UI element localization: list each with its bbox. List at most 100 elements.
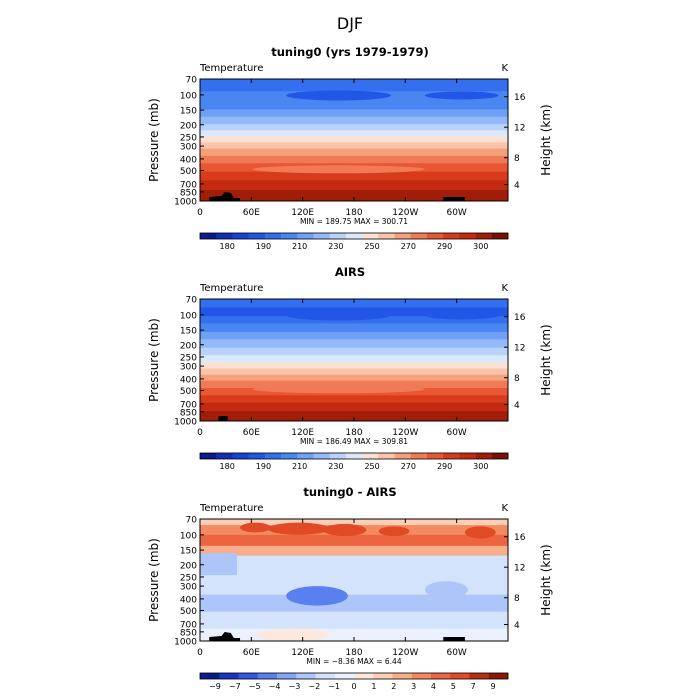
contour-band-15 xyxy=(200,411,508,421)
contour-band-6 xyxy=(200,130,508,137)
terrain-asia xyxy=(209,192,241,201)
colorbar-swatch-6 xyxy=(297,233,314,239)
contour-band-8 xyxy=(200,142,508,150)
warm-band xyxy=(252,165,425,174)
x-tick-label: 60W xyxy=(446,208,466,218)
colorbar-label: 1 xyxy=(371,682,376,691)
colorbar-swatch-4 xyxy=(264,233,282,239)
colorbar-swatch-10 xyxy=(362,453,379,459)
y-tick-label: 850 xyxy=(180,408,197,418)
y-tick-label: 700 xyxy=(180,400,197,410)
y-tick-label: 850 xyxy=(180,628,197,638)
colorbar-label: 3 xyxy=(411,682,416,691)
colorbar-swatch-9 xyxy=(345,233,363,239)
x-tick-label: 120W xyxy=(392,208,418,218)
contour-band-14 xyxy=(200,190,508,201)
panel-1: tuning0 (yrs 1979-1979) Temperature K 70 100… xyxy=(147,45,553,251)
colorbar-label: 180 xyxy=(220,242,235,251)
cold-core xyxy=(286,310,391,321)
contour-band-12 xyxy=(200,171,508,181)
y-tick-label: 300 xyxy=(180,583,197,593)
colorbar-label: 230 xyxy=(328,462,343,471)
colorbar-label: 190 xyxy=(256,462,271,471)
contour-band-4 xyxy=(200,331,508,340)
colorbar-swatch-3 xyxy=(248,453,266,459)
y-right-tick-label: 4 xyxy=(514,401,520,411)
colorbar-swatch-0 xyxy=(200,453,217,459)
contour-band-3 xyxy=(200,109,508,118)
colorbar-swatch-11 xyxy=(411,673,432,679)
colorbar-label: 270 xyxy=(401,462,416,471)
cool-patch-west xyxy=(200,553,237,576)
y-right-tick-label: 16 xyxy=(514,93,526,103)
y-tick-label: 250 xyxy=(180,573,197,583)
colorbar-swatch-2 xyxy=(232,233,249,239)
y-tick-label: 100 xyxy=(180,91,197,101)
colorbar-swatch-18 xyxy=(491,233,509,239)
y-right-tick-label: 12 xyxy=(514,124,525,134)
colorbar-swatch-5 xyxy=(281,453,298,459)
colorbar-swatch-1 xyxy=(219,673,239,679)
x-tick-label: 60W xyxy=(446,648,466,658)
colorbar-swatch-7 xyxy=(334,673,355,679)
x-tick-label: 0 xyxy=(197,648,203,658)
colorbar-swatch-16 xyxy=(459,453,476,459)
colorbar-swatch-2 xyxy=(232,453,249,459)
colorbar-label: −9 xyxy=(209,682,221,691)
colorbar-swatch-1 xyxy=(216,453,233,459)
colorbar-swatch-2 xyxy=(238,673,259,679)
x-tick-label: 60E xyxy=(243,648,260,658)
cold-core xyxy=(286,90,391,101)
colorbar-swatch-1 xyxy=(216,233,233,239)
x-tick-label: 120E xyxy=(291,208,314,218)
units-label: K xyxy=(501,503,508,514)
colorbar-swatch-17 xyxy=(475,453,493,459)
min-max-stats: MIN = −8.36 MAX = 6.44 xyxy=(306,657,401,666)
y-tick-label: 200 xyxy=(180,341,197,351)
y-tick-label: 1000 xyxy=(174,418,197,428)
y-tick-label: 1000 xyxy=(174,198,197,208)
colorbar-frame xyxy=(199,452,509,460)
contour-band-5 xyxy=(200,339,508,349)
colorbar-label: −3 xyxy=(288,682,300,691)
colorbar-swatch-13 xyxy=(410,453,428,459)
y-tick-label: 100 xyxy=(180,531,197,541)
y-axis-label: Pressure (mb) xyxy=(147,538,161,622)
x-tick-label: 60W xyxy=(446,428,466,438)
colorbar-label: 210 xyxy=(292,242,307,251)
colorbar-label: 300 xyxy=(473,462,488,471)
y-tick-label: 150 xyxy=(180,547,197,557)
colorbar-swatch-7 xyxy=(313,453,330,459)
y-tick-label: 250 xyxy=(180,133,197,143)
min-max-stats: MIN = 186.49 MAX = 309.81 xyxy=(300,437,408,446)
colorbar-label: −1 xyxy=(328,682,340,691)
colorbar-label: 180 xyxy=(220,462,235,471)
colorbar: 180 190 210 230 250 270 290 300 xyxy=(199,232,509,251)
contour-band-4 xyxy=(200,116,508,125)
variable-label: Temperature xyxy=(199,63,263,74)
colorbar-swatch-3 xyxy=(257,673,278,679)
contour-band-3 xyxy=(200,545,508,557)
units-label: K xyxy=(501,283,508,294)
y-tick-label: 700 xyxy=(180,620,197,630)
terrain-america xyxy=(443,637,465,641)
contour-band-11 xyxy=(200,380,508,389)
contour-band-13 xyxy=(200,395,508,404)
y-tick-label: 250 xyxy=(180,353,197,363)
x-tick-label: 60E xyxy=(243,428,260,438)
colorbar-swatch-14 xyxy=(469,673,490,679)
y-tick-label: 400 xyxy=(180,595,197,605)
colorbar-label: −5 xyxy=(249,682,261,691)
contour-field xyxy=(200,79,508,201)
y-axis-label: Pressure (mb) xyxy=(147,318,161,402)
terrain-america xyxy=(443,197,465,201)
y-tick-label: 1000 xyxy=(174,638,197,648)
colorbar-label: 300 xyxy=(473,242,488,251)
contour-band-10 xyxy=(200,155,508,164)
variable-label: Temperature xyxy=(199,503,263,514)
contour-band-4 xyxy=(200,555,508,575)
x-tick-label: 60E xyxy=(243,208,260,218)
cool-patch-east xyxy=(424,581,468,599)
contour-band-2 xyxy=(200,534,508,547)
colorbar-label: −7 xyxy=(229,682,241,691)
